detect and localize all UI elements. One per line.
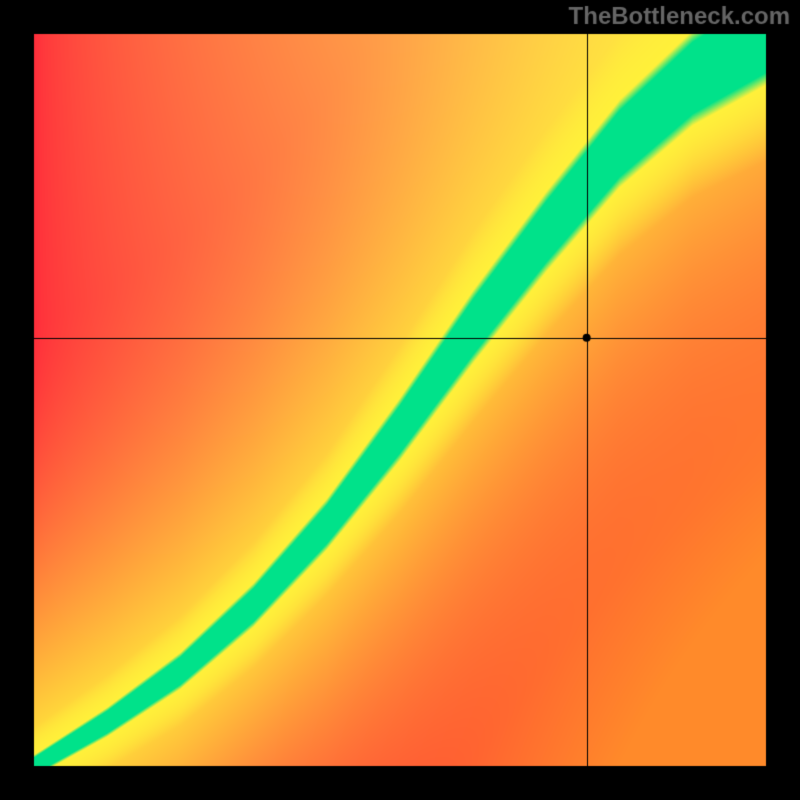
bottleneck-heatmap [0, 0, 800, 800]
